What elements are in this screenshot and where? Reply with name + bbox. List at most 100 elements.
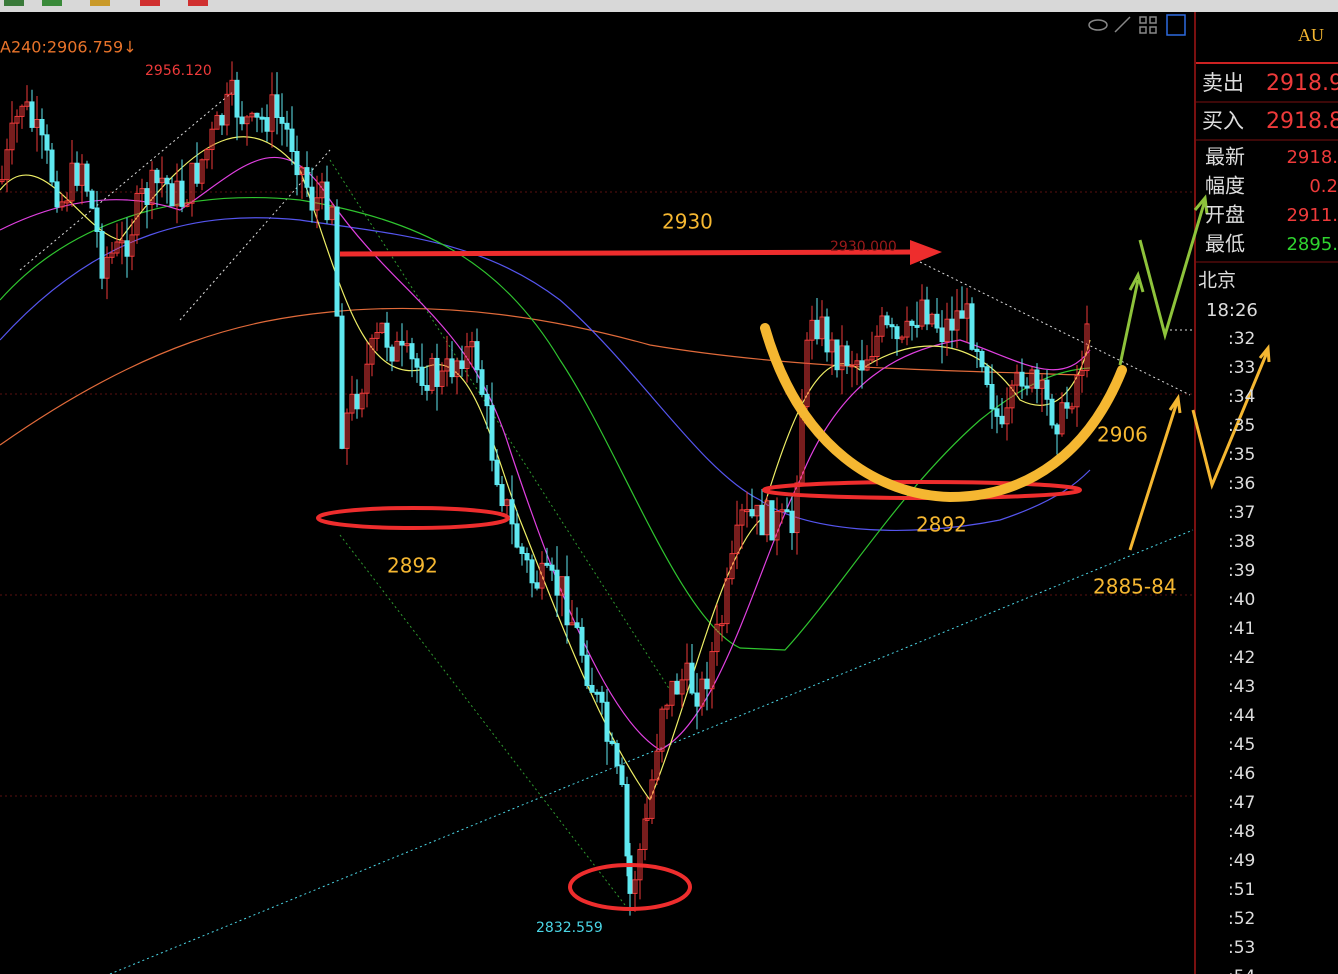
candle [339, 315, 345, 449]
candle [314, 197, 320, 211]
candle [289, 128, 295, 152]
candle [179, 180, 185, 207]
ma-label: A240:2906.759↓ [0, 38, 137, 57]
candle [819, 316, 825, 340]
candle [684, 662, 690, 681]
time-entry: :42 [1228, 648, 1255, 668]
candle [884, 315, 890, 326]
candle [959, 310, 965, 319]
candle [94, 207, 100, 232]
candle [619, 765, 625, 786]
candle [474, 341, 480, 371]
candle [134, 192, 140, 236]
candle [374, 332, 380, 339]
candle [1039, 379, 1045, 389]
candle [744, 509, 750, 513]
candle [164, 177, 170, 185]
candle [1019, 371, 1025, 387]
candle [284, 122, 290, 130]
candle [714, 623, 720, 653]
candle [324, 181, 330, 221]
candle [159, 177, 165, 184]
arrow [339, 249, 913, 257]
candle [549, 564, 555, 571]
h-grid [0, 191, 1193, 797]
tool-button[interactable] [90, 0, 110, 6]
candle [384, 322, 390, 348]
candle [1084, 323, 1090, 372]
candle [259, 116, 265, 120]
candle [274, 94, 280, 118]
candle [484, 393, 490, 407]
candle [719, 623, 725, 627]
tool-button[interactable] [188, 0, 208, 6]
candle [0, 179, 5, 183]
candle [1034, 369, 1040, 389]
candle [354, 393, 360, 410]
low-label: 2832.559 [536, 920, 603, 936]
candlesticks [0, 61, 1090, 916]
candle [44, 134, 50, 151]
candle [1059, 402, 1065, 435]
candle [949, 318, 955, 331]
candle [139, 188, 145, 194]
candle [499, 484, 505, 507]
time-entry: :35 [1228, 416, 1255, 436]
candle [759, 504, 765, 536]
candle [964, 303, 970, 319]
row-label: 开盘 [1205, 203, 1245, 227]
candle [224, 93, 230, 126]
candle [749, 509, 755, 517]
candle [199, 159, 205, 184]
candle [569, 622, 575, 626]
time-entry: :35 [1228, 445, 1255, 465]
candle [709, 651, 715, 690]
candle [1054, 424, 1060, 435]
candle [54, 181, 60, 208]
tool-button[interactable] [140, 0, 160, 6]
candle [209, 128, 215, 151]
candle [394, 340, 400, 362]
candle [1014, 371, 1020, 386]
candle [524, 553, 530, 561]
candle [489, 405, 495, 461]
annotation: 2892 [916, 513, 967, 537]
candle [124, 240, 130, 257]
candle [249, 112, 255, 118]
candle [9, 122, 15, 151]
candle [689, 662, 695, 694]
candle [632, 879, 638, 894]
candle [494, 459, 500, 486]
candle [424, 384, 430, 391]
tool-button[interactable] [42, 0, 62, 6]
bid-value: 2918.8 [1266, 109, 1338, 134]
candle [804, 339, 810, 408]
candle [664, 704, 670, 710]
candle [304, 167, 310, 188]
candle [874, 335, 880, 357]
candle [564, 576, 570, 626]
candle [34, 119, 40, 128]
candle [334, 206, 340, 317]
candle [979, 350, 985, 368]
candle [414, 358, 420, 368]
candle [429, 357, 435, 391]
bid-label: 买入 [1202, 109, 1244, 133]
candle [914, 324, 920, 328]
candle [29, 101, 35, 128]
tool-button[interactable] [4, 0, 24, 6]
candle [889, 324, 895, 328]
candle [439, 370, 445, 387]
candle [739, 509, 745, 526]
candle [729, 553, 735, 580]
candle [849, 364, 855, 368]
candle [654, 750, 660, 781]
candle [999, 415, 1005, 425]
ask-value: 2918.9 [1266, 71, 1338, 96]
time-entry: :38 [1228, 532, 1255, 552]
candle [154, 169, 160, 184]
candle [309, 186, 315, 211]
candle [1079, 370, 1085, 376]
